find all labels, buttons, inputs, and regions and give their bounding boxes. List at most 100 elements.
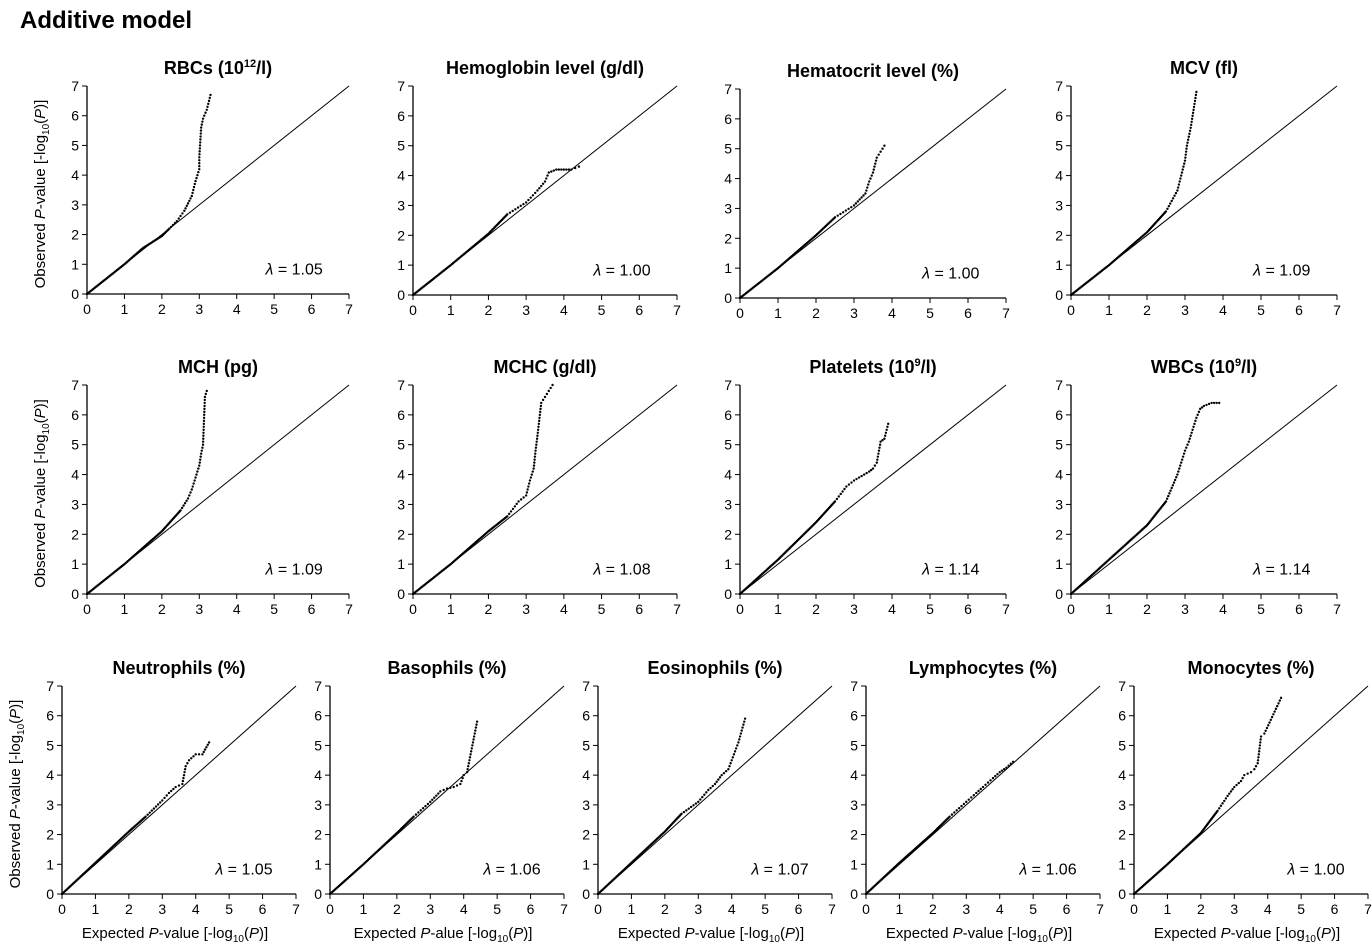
- data-point: [1171, 484, 1175, 487]
- data-point: [862, 473, 866, 476]
- data-point: [184, 207, 187, 210]
- y-tick-label: 0: [397, 287, 405, 303]
- y-tick-label: 1: [850, 856, 858, 872]
- y-tick-label: 3: [724, 496, 732, 512]
- data-point: [198, 147, 202, 150]
- x-tick-label: 1: [1105, 302, 1113, 318]
- data-point: [1193, 422, 1196, 426]
- data-point: [472, 735, 476, 738]
- y-tick-label: 1: [314, 856, 322, 872]
- data-point: [713, 782, 717, 786]
- data-point: [953, 811, 956, 814]
- data-point: [1272, 713, 1275, 716]
- data-point: [431, 798, 434, 802]
- data-point: [874, 159, 878, 162]
- x-tick-label: 4: [996, 901, 1004, 917]
- y-tick-label: 0: [1118, 886, 1126, 902]
- data-point: [555, 168, 558, 171]
- data-point: [984, 783, 987, 786]
- data-point: [884, 431, 888, 434]
- lambda-label: λ = 1.08: [592, 562, 650, 579]
- x-tick-label: 7: [292, 901, 300, 917]
- data-point: [203, 398, 206, 402]
- x-tick-label: 2: [125, 901, 133, 917]
- data-point: [199, 141, 202, 144]
- data-point: [877, 153, 880, 156]
- data-point: [1167, 204, 1171, 208]
- data-point: [877, 449, 881, 452]
- x-axis-label: Expected P-alue [-log10(P)]: [354, 925, 533, 945]
- x-tick-label: 0: [409, 601, 417, 617]
- data-point: [1174, 191, 1178, 195]
- y-tick-label: 6: [1055, 108, 1063, 124]
- data-point: [1194, 96, 1197, 100]
- data-point: [1226, 794, 1229, 798]
- x-tick-label: 4: [233, 601, 241, 617]
- data-point: [742, 723, 745, 726]
- x-axis-label: Expected P-value [-log10(P)]: [618, 925, 804, 945]
- y-axis-label: Observed P-value [-log10(P)]: [32, 100, 52, 289]
- x-tick-label: 0: [83, 301, 91, 317]
- data-point: [871, 171, 875, 174]
- data-point: [539, 404, 543, 408]
- y-tick-label: 0: [582, 886, 590, 902]
- data-point: [1181, 455, 1185, 458]
- data-point: [1190, 117, 1194, 121]
- y-tick-label: 4: [397, 467, 405, 483]
- data-point: [1176, 189, 1179, 192]
- qq-panel-9: Neutrophils (%) 00 1 1 2 2 3 3 4 4 5 5 6 6 7 7 λ = 1.05 O…: [7, 658, 300, 945]
- data-point: [703, 793, 706, 796]
- data-point: [183, 768, 187, 771]
- lambda-label: λ = 1.06: [1018, 862, 1076, 879]
- data-point: [469, 753, 472, 756]
- data-point: [536, 189, 539, 192]
- data-point: [1274, 707, 1278, 711]
- data-point: [199, 135, 202, 138]
- y-tick-label: 2: [46, 827, 54, 843]
- data-point: [865, 471, 868, 475]
- data-point: [1233, 785, 1236, 789]
- y-tick-label: 6: [1118, 708, 1126, 724]
- data-point: [717, 778, 720, 781]
- data-point: [732, 753, 736, 756]
- y-tick-label: 3: [397, 496, 405, 512]
- data-point: [844, 209, 848, 212]
- data-point: [426, 802, 430, 806]
- y-tick-label: 7: [850, 678, 858, 694]
- y-tick-label: 2: [850, 827, 858, 843]
- data-point: [471, 744, 474, 747]
- x-tick-label: 3: [1181, 601, 1189, 617]
- data-point: [1257, 753, 1261, 756]
- data-point: [439, 790, 442, 793]
- data-point: [699, 798, 702, 801]
- data-point: [1181, 168, 1184, 171]
- data-point: [697, 800, 700, 804]
- x-tick-label: 4: [1219, 601, 1227, 617]
- x-tick-label: 4: [1219, 302, 1227, 318]
- data-point: [435, 794, 438, 797]
- data-point: [1166, 207, 1169, 210]
- data-point: [181, 782, 184, 786]
- data-point: [874, 162, 877, 165]
- data-point: [1270, 715, 1274, 719]
- x-tick-label: 0: [1130, 901, 1138, 917]
- x-tick-label: 3: [850, 601, 858, 617]
- qq-panel-1: RBCs (1012/l) 00 1 1 2 2 3 3 4 4 5 5 6 6 7 7 λ = 1.05 Obs…: [32, 58, 353, 317]
- data-point: [177, 217, 180, 220]
- data-point: [533, 455, 537, 458]
- data-point: [192, 185, 196, 189]
- data-point: [156, 803, 160, 806]
- data-point: [203, 407, 206, 411]
- data-point: [1180, 174, 1183, 177]
- y-tick-label: 7: [397, 78, 405, 94]
- data-point: [1168, 492, 1171, 495]
- data-point: [531, 470, 534, 473]
- data-point: [737, 741, 740, 744]
- data-point: [879, 150, 882, 153]
- data-point: [972, 794, 976, 797]
- data-point: [1192, 425, 1195, 428]
- data-point: [687, 807, 690, 810]
- x-tick-label: 0: [736, 601, 744, 617]
- data-point: [876, 458, 879, 461]
- data-point: [970, 796, 973, 799]
